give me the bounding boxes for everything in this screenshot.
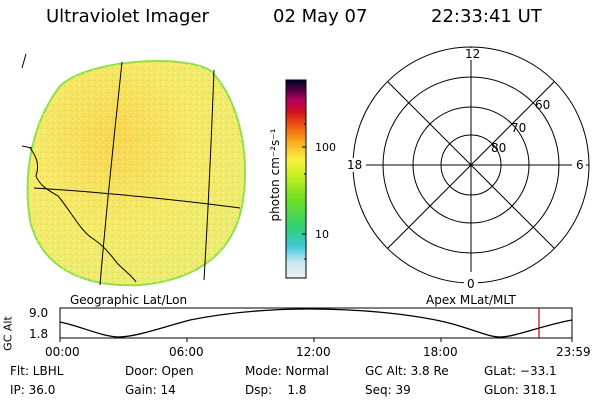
polar-plot bbox=[346, 46, 590, 284]
time-label: 22:33:41 UT bbox=[431, 6, 542, 27]
info-gain: Gain: 14 bbox=[125, 383, 176, 397]
info-door: Door: Open bbox=[125, 364, 194, 378]
mlat-label-70: 70 bbox=[511, 121, 527, 135]
info-mode: Mode: Normal bbox=[245, 364, 329, 378]
colorbar bbox=[285, 79, 307, 279]
geographic-grid-lines bbox=[21, 53, 241, 286]
info-glon: GLon: 318.1 bbox=[484, 383, 557, 397]
mlt-label-18: 18 bbox=[347, 158, 363, 172]
info-filter: Flt: LBHL bbox=[10, 364, 64, 378]
info-glat: GLat: −33.1 bbox=[484, 364, 557, 378]
info-ip: IP: 36.0 bbox=[10, 383, 56, 397]
info-dsp: Dsp: 1.8 bbox=[245, 383, 307, 397]
altitude-ylabel: GC Alt bbox=[1, 316, 15, 351]
colorbar-gradient bbox=[285, 79, 307, 279]
time-tick-0000: 00:00 bbox=[45, 345, 80, 359]
mlt-label-6: 6 bbox=[576, 158, 584, 172]
altitude-ylabel-wrap: GC Alt bbox=[0, 314, 24, 354]
mlat-label-60: 60 bbox=[535, 98, 551, 112]
time-tick-2359: 23:59 bbox=[556, 345, 591, 359]
altitude-ytick-high: 9.0 bbox=[29, 306, 49, 320]
time-tick-1800: 18:00 bbox=[423, 345, 458, 359]
info-gc-alt: GC Alt: 3.8 Re bbox=[365, 364, 449, 378]
mlt-label-12: 12 bbox=[465, 47, 481, 61]
info-seq: Seq: 39 bbox=[365, 383, 411, 397]
colorbar-tick-10: 10 bbox=[315, 228, 329, 241]
date-label: 02 May 07 bbox=[273, 6, 368, 27]
mlat-label-80: 80 bbox=[491, 141, 507, 155]
altitude-strip bbox=[59, 307, 573, 342]
uv-image-panel bbox=[21, 53, 246, 287]
colorbar-unit-label: photon cm⁻²s⁻¹ bbox=[268, 128, 282, 222]
polar-plot-label: Apex MLat/MLT bbox=[426, 293, 516, 307]
altitude-plot-frame bbox=[59, 307, 573, 339]
colorbar-tick-100: 100 bbox=[315, 141, 336, 154]
altitude-curve bbox=[59, 308, 573, 338]
coastline bbox=[29, 147, 137, 283]
time-tick-1200: 12:00 bbox=[296, 345, 331, 359]
instrument-title: Ultraviolet Imager bbox=[46, 6, 209, 27]
mlt-line-diag-2 bbox=[387, 81, 555, 249]
uv-image-disk bbox=[26, 60, 246, 287]
altitude-ytick-low: 1.8 bbox=[29, 327, 49, 341]
image-panel-label: Geographic Lat/Lon bbox=[70, 293, 188, 307]
time-tick-0600: 06:00 bbox=[169, 345, 204, 359]
mlt-label-0: 0 bbox=[467, 277, 475, 291]
